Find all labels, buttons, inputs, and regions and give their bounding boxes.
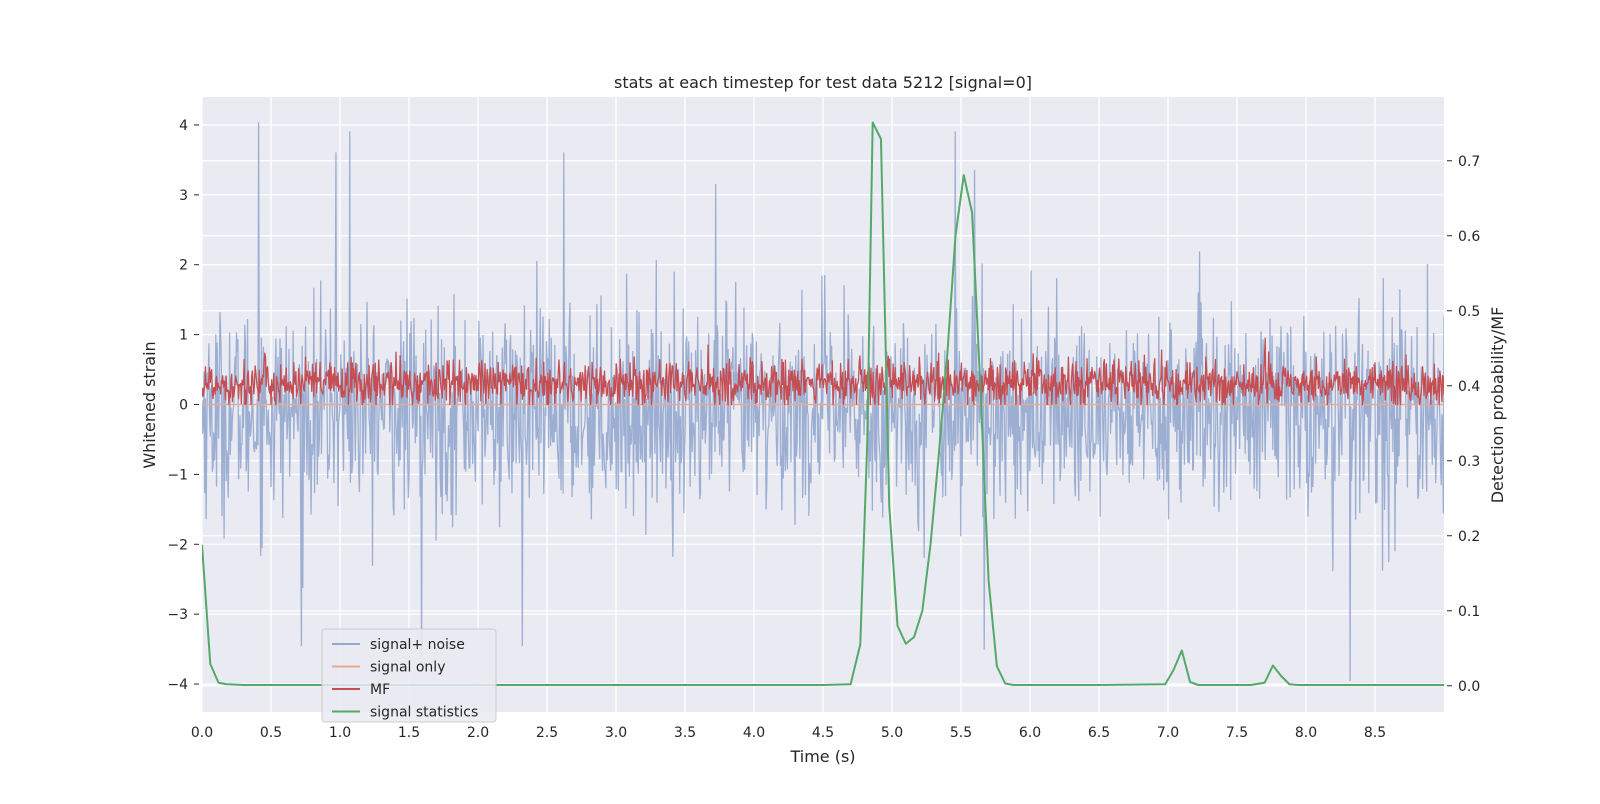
x-tick-label: 0.5 [260,725,282,741]
chart-title: stats at each timestep for test data 521… [614,73,1032,92]
series-line-mf [202,337,1444,406]
y-tick-label: −4 [167,677,188,693]
right-y-axis-label: Detection probability/MF [1488,307,1507,504]
legend-label: signal statistics [370,705,478,721]
y-tick-label: 0 [179,398,188,414]
x-tick-label: 5.0 [881,725,903,741]
legend: signal+ noise signal only MF signal statist… [321,628,497,723]
right-y-axis-ticks: 0.7 0.6 0.5 0.4 0.3 0.2 0.1 0.0 [1447,154,1480,695]
right-y-tick-label: 0.5 [1458,304,1480,320]
x-tick-label: 3.5 [674,725,696,741]
x-tick-label: 2.0 [467,725,489,741]
x-tick-label: 2.5 [536,725,558,741]
right-y-tick-label: 0.2 [1458,529,1480,545]
right-y-tick-label: 0.4 [1458,379,1480,395]
x-tick-label: 7.0 [1157,725,1179,741]
y-tick-label: −2 [167,537,188,553]
x-tick-label: 4.5 [812,725,834,741]
legend-label: signal only [370,660,445,676]
x-tick-label: 5.5 [950,725,972,741]
x-axis-label: Time (s) [789,747,855,766]
right-y-tick-label: 0.7 [1458,154,1480,170]
y-tick-label: 4 [179,118,188,134]
right-y-tick-label: 0.0 [1458,679,1480,695]
right-y-tick-label: 0.6 [1458,229,1480,245]
x-tick-label: 1.0 [329,725,351,741]
y-axis-label: Whitened strain [140,341,159,468]
series-layer [202,121,1444,686]
y-tick-label: 1 [179,328,188,344]
right-y-tick-label: 0.3 [1458,454,1480,470]
x-tick-label: 8.5 [1364,725,1386,741]
y-axis-ticks: 4 3 2 1 0 −1 −2 −3 −4 [167,118,199,693]
x-tick-label: 7.5 [1226,725,1248,741]
x-tick-label: 0.0 [191,725,213,741]
y-tick-label: 3 [179,188,188,204]
x-tick-label: 4.0 [743,725,765,741]
y-tick-label: −3 [167,607,188,623]
legend-label: signal+ noise [370,637,465,653]
series-line-signal-statistics [202,121,1444,686]
series-line-signal-noise [202,122,1444,682]
x-axis-ticks: 0.0 0.5 1.0 1.5 2.0 2.5 3.0 3.5 4.0 4.5 5.0 5.5 6.0 6… [191,725,1386,741]
y-tick-label: 2 [179,258,188,274]
x-tick-label: 1.5 [398,725,420,741]
x-tick-label: 6.0 [1019,725,1041,741]
x-tick-label: 8.0 [1295,725,1317,741]
right-y-tick-label: 0.1 [1458,604,1480,620]
y-tick-label: −1 [167,467,188,483]
legend-label: MF [370,682,390,698]
legend-box [321,628,497,723]
x-tick-label: 3.0 [605,725,627,741]
x-tick-label: 6.5 [1088,725,1110,741]
